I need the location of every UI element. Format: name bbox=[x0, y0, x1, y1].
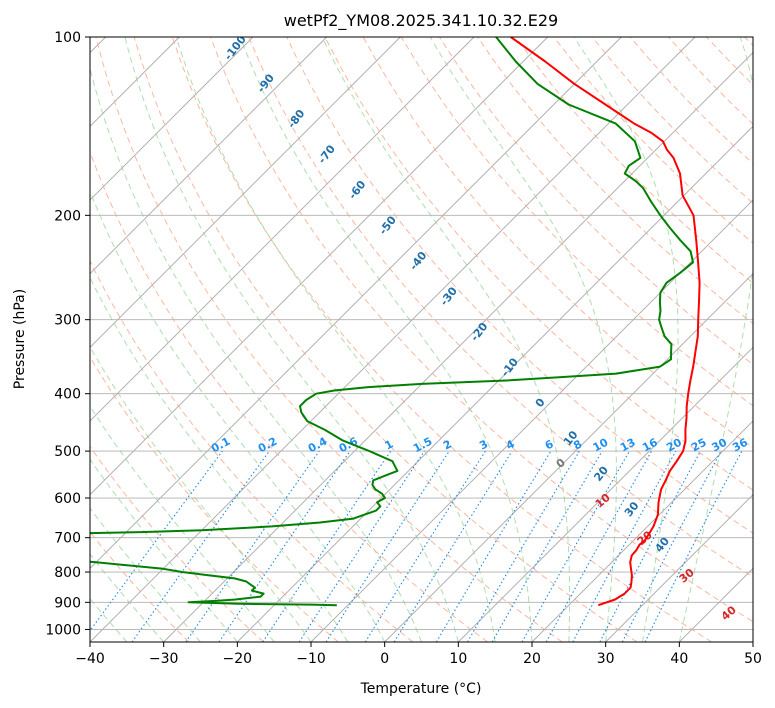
isotherm-line bbox=[90, 37, 622, 569]
isotherm-line bbox=[90, 37, 475, 422]
x-tick-label: −20 bbox=[223, 651, 253, 667]
dry-adiabat-line bbox=[90, 356, 339, 642]
moist-adiabat-line bbox=[678, 37, 753, 642]
chart-title: wetPf2_YM08.2025.341.10.32.E29 bbox=[284, 11, 558, 31]
mixing-ratio-line bbox=[572, 450, 677, 642]
mixing-ratio-line bbox=[185, 450, 320, 642]
y-tick-label: 200 bbox=[54, 208, 81, 224]
x-tick-label: −10 bbox=[296, 651, 326, 667]
x-tick-label: 30 bbox=[597, 651, 615, 667]
moist-adiabat-line bbox=[90, 507, 201, 642]
moist-adiabat-line bbox=[90, 405, 275, 642]
moist-adiabat-line bbox=[90, 66, 422, 642]
mixing-ratio-line bbox=[90, 450, 223, 632]
x-axis-label: Temperature (°C) bbox=[360, 681, 482, 697]
x-tick-label: 0 bbox=[380, 651, 389, 667]
x-tick-label: 50 bbox=[744, 651, 762, 667]
isotherm-line bbox=[752, 641, 753, 642]
isotherm-line bbox=[163, 52, 753, 642]
moist-adiabat-line bbox=[239, 37, 533, 642]
y-tick-label: 400 bbox=[54, 387, 81, 403]
y-tick-label: 600 bbox=[54, 491, 81, 507]
y-axis-label: Pressure (hPa) bbox=[12, 289, 28, 389]
x-tick-label: 20 bbox=[523, 651, 541, 667]
axis-ticks: −40 −30 −20 −10 0 10 20 30 40 50 100 200 300 400 500 60… bbox=[45, 30, 762, 667]
dry-adiabat-line bbox=[286, 37, 753, 534]
mixing-ratio-line bbox=[521, 450, 630, 642]
temperature-profile-line bbox=[510, 37, 701, 607]
isotherm-line bbox=[458, 346, 753, 642]
profile-lines bbox=[90, 37, 701, 607]
y-tick-label: 900 bbox=[54, 595, 81, 611]
moist-adiabat-line bbox=[124, 37, 459, 642]
moist-adiabat-line bbox=[321, 37, 571, 642]
y-tick-label: 500 bbox=[54, 444, 81, 460]
x-tick-label: 40 bbox=[670, 651, 688, 667]
y-tick-label: 300 bbox=[54, 313, 81, 329]
y-tick-label: 800 bbox=[54, 565, 81, 581]
dry-adiabat-line bbox=[324, 37, 753, 491]
moist-adiabat-line bbox=[175, 37, 496, 642]
isotherm-line bbox=[90, 37, 401, 348]
isotherm-line bbox=[237, 125, 753, 642]
isotherm-line bbox=[531, 420, 753, 642]
moist-adiabat-line bbox=[90, 189, 386, 642]
dry-adiabat-line bbox=[133, 37, 638, 642]
mixing-ratio-label: 10 bbox=[591, 436, 611, 455]
dry-adiabat-line bbox=[95, 37, 563, 642]
y-tick-label: 700 bbox=[54, 531, 81, 547]
mixing-ratio-line bbox=[262, 450, 392, 642]
isotherm-line bbox=[384, 273, 753, 642]
mixing-ratio-line bbox=[218, 450, 351, 642]
mixing-ratio-label: 36 bbox=[730, 436, 750, 455]
x-tick-label: −40 bbox=[75, 651, 105, 667]
mixing-ratio-label: 30 bbox=[710, 436, 730, 455]
mixing-ratio-label: 16 bbox=[640, 436, 660, 455]
x-tick-label: 10 bbox=[449, 651, 467, 667]
isotherm-line bbox=[90, 37, 254, 201]
mixing-ratio-line bbox=[644, 450, 743, 642]
dry-adiabat-line bbox=[248, 37, 753, 578]
isotherm-line bbox=[605, 494, 753, 642]
dry-adiabat-line bbox=[210, 37, 753, 623]
plot-background bbox=[90, 37, 753, 642]
moist-adiabat-line bbox=[90, 553, 165, 642]
mixing-ratio-line bbox=[298, 450, 425, 642]
mixing-ratio-line bbox=[325, 450, 450, 642]
mixing-ratio-label: 25 bbox=[689, 436, 709, 455]
moist-adiabat-line bbox=[573, 37, 679, 642]
mixing-ratio-line bbox=[393, 450, 513, 642]
x-tick-label: −30 bbox=[149, 651, 179, 667]
plot-frame bbox=[89, 36, 754, 643]
mixing-ratio-label: 13 bbox=[618, 436, 638, 455]
mixing-ratio-line bbox=[131, 450, 270, 642]
isotherm-line bbox=[90, 37, 548, 496]
dry-adiabat-line bbox=[90, 259, 414, 642]
mixing-ratio-label: 20 bbox=[664, 436, 684, 455]
moist-adiabat-line bbox=[429, 37, 617, 642]
isotherm-line bbox=[90, 37, 327, 275]
background-lines bbox=[90, 37, 753, 642]
y-tick-label: 1000 bbox=[45, 622, 81, 638]
dewpoint-profile-line bbox=[90, 37, 694, 607]
dry-adiabat-line bbox=[171, 37, 712, 642]
moist-adiabat-line bbox=[90, 276, 349, 642]
moist-adiabat-line bbox=[90, 346, 312, 642]
dry-adiabat-line bbox=[515, 37, 753, 284]
mixing-ratio-line bbox=[545, 450, 653, 642]
y-tick-label: 100 bbox=[54, 30, 81, 46]
